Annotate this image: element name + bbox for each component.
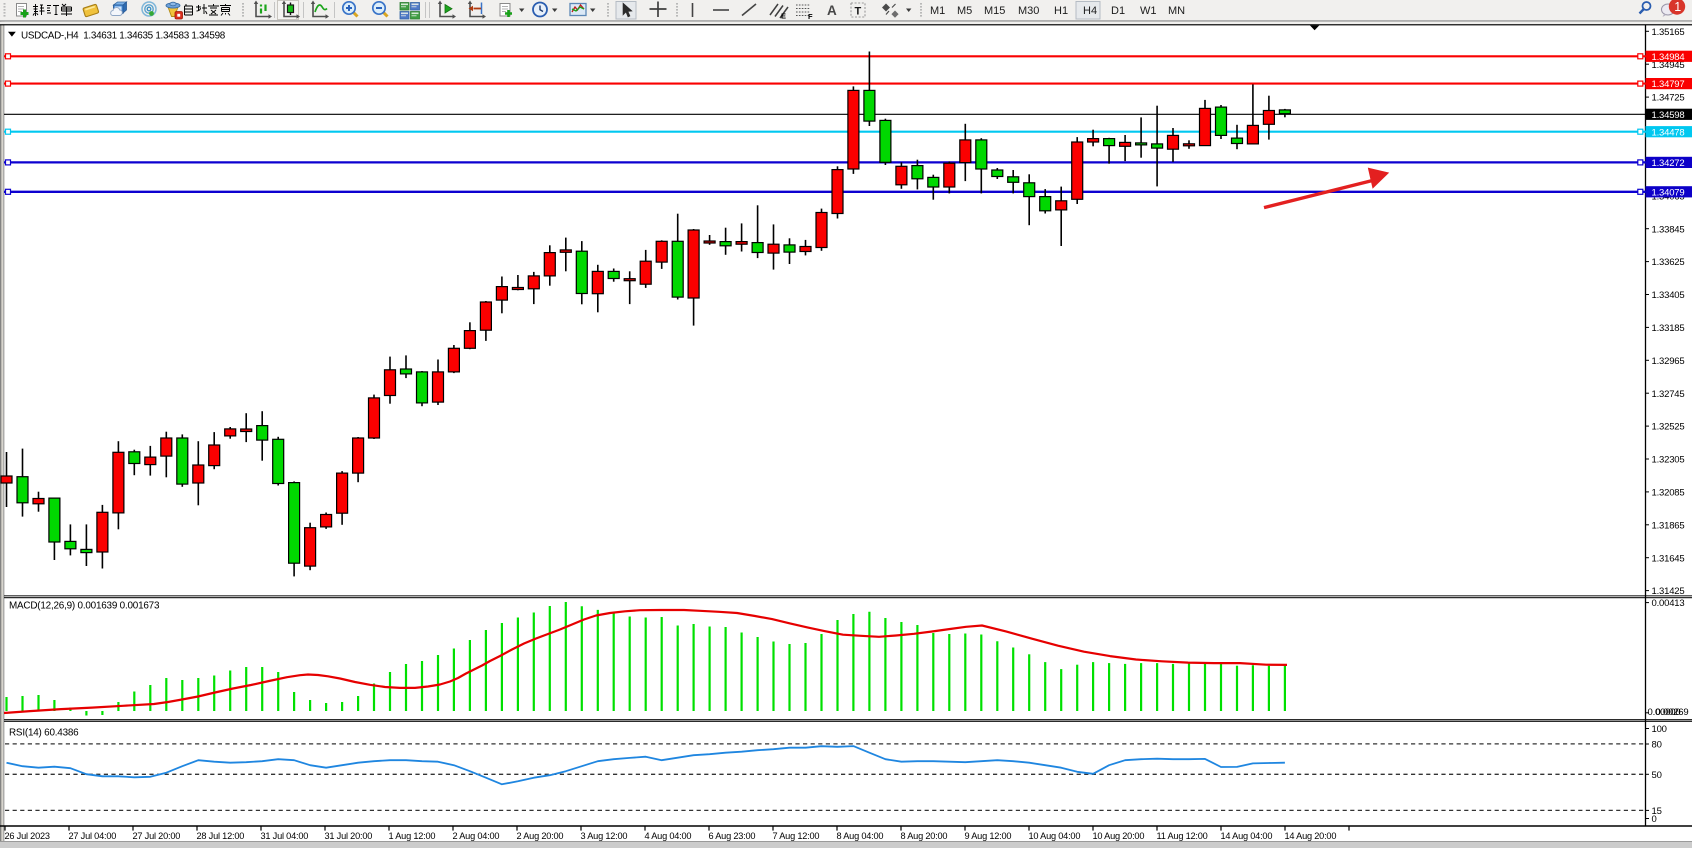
svg-text:E: E xyxy=(781,12,786,21)
svg-text:1.34079: 1.34079 xyxy=(1652,187,1685,198)
svg-text:T: T xyxy=(855,6,862,18)
svg-text:RSI(14) 60.4386: RSI(14) 60.4386 xyxy=(9,728,79,739)
svg-text:11 Aug 12:00: 11 Aug 12:00 xyxy=(1157,831,1208,841)
svg-text:H4: H4 xyxy=(1083,5,1097,17)
svg-text:10 Aug 20:00: 10 Aug 20:00 xyxy=(1093,831,1145,841)
svg-text:8 Aug 04:00: 8 Aug 04:00 xyxy=(837,831,884,841)
svg-text:1.34984: 1.34984 xyxy=(1652,52,1685,63)
svg-text:M30: M30 xyxy=(1018,5,1039,17)
svg-text:1.34725: 1.34725 xyxy=(1652,93,1685,104)
svg-text:MACD(12,26,9) 0.001639 0.00167: MACD(12,26,9) 0.001639 0.001673 xyxy=(9,601,160,612)
svg-text:14 Aug 20:00: 14 Aug 20:00 xyxy=(1285,831,1337,841)
svg-text:0.00000: 0.00000 xyxy=(1648,707,1681,718)
svg-text:1: 1 xyxy=(1674,0,1681,14)
svg-text:4 Aug 04:00: 4 Aug 04:00 xyxy=(645,831,692,841)
svg-text:1.35165: 1.35165 xyxy=(1652,27,1685,38)
svg-text:M5: M5 xyxy=(957,5,972,17)
svg-text:3 Aug 12:00: 3 Aug 12:00 xyxy=(581,831,628,841)
svg-text:1 Aug 12:00: 1 Aug 12:00 xyxy=(389,831,436,841)
svg-text:0.00269: 0.00269 xyxy=(1656,707,1689,718)
svg-text:1.33405: 1.33405 xyxy=(1652,290,1685,301)
svg-text:1.32745: 1.32745 xyxy=(1652,389,1685,400)
svg-text:2 Aug 20:00: 2 Aug 20:00 xyxy=(517,831,564,841)
svg-text:7 Aug 12:00: 7 Aug 12:00 xyxy=(773,831,820,841)
svg-text:1.34797: 1.34797 xyxy=(1652,79,1685,90)
svg-text:1.33185: 1.33185 xyxy=(1652,323,1685,334)
svg-text:1.32305: 1.32305 xyxy=(1652,455,1685,466)
svg-text:F: F xyxy=(808,12,813,21)
svg-text:1.34598: 1.34598 xyxy=(1652,110,1685,121)
svg-text:100: 100 xyxy=(1652,724,1667,735)
svg-text:1.34945: 1.34945 xyxy=(1652,60,1685,71)
svg-text:1.34272: 1.34272 xyxy=(1652,158,1685,169)
svg-text:M1: M1 xyxy=(930,5,945,17)
svg-text:31 Jul 20:00: 31 Jul 20:00 xyxy=(325,831,373,841)
svg-text:USDCAD-,H4 1.34631 1.34635 1.: USDCAD-,H4 1.34631 1.34635 1.34583 1.345… xyxy=(21,31,226,42)
svg-text:M15: M15 xyxy=(984,5,1005,17)
svg-text:D1: D1 xyxy=(1111,5,1125,17)
svg-text:28 Jul 12:00: 28 Jul 12:00 xyxy=(197,831,245,841)
svg-text:80: 80 xyxy=(1652,740,1662,751)
svg-text:31 Jul 04:00: 31 Jul 04:00 xyxy=(261,831,309,841)
svg-text:1.32965: 1.32965 xyxy=(1652,356,1685,367)
svg-text:14 Aug 04:00: 14 Aug 04:00 xyxy=(1221,831,1273,841)
svg-text:1.31425: 1.31425 xyxy=(1652,586,1685,597)
svg-text:1.31645: 1.31645 xyxy=(1652,553,1685,564)
svg-text:50: 50 xyxy=(1652,770,1662,781)
svg-text:9 Aug 12:00: 9 Aug 12:00 xyxy=(965,831,1012,841)
svg-text:15: 15 xyxy=(1652,806,1662,817)
svg-text:8 Aug 20:00: 8 Aug 20:00 xyxy=(901,831,948,841)
svg-text:0.00413: 0.00413 xyxy=(1652,598,1685,609)
svg-text:0: 0 xyxy=(1652,814,1657,825)
svg-text:1.32525: 1.32525 xyxy=(1652,422,1685,433)
svg-text:1.33625: 1.33625 xyxy=(1652,257,1685,268)
svg-text:26 Jul 2023: 26 Jul 2023 xyxy=(5,831,50,841)
svg-text:1.34478: 1.34478 xyxy=(1652,127,1685,138)
svg-text:6 Aug 23:00: 6 Aug 23:00 xyxy=(709,831,756,841)
svg-text:10 Aug 04:00: 10 Aug 04:00 xyxy=(1029,831,1081,841)
svg-text:1.31865: 1.31865 xyxy=(1652,520,1685,531)
svg-text:1.32085: 1.32085 xyxy=(1652,488,1685,499)
svg-text:MN: MN xyxy=(1168,5,1185,17)
svg-text:27 Jul 04:00: 27 Jul 04:00 xyxy=(69,831,117,841)
svg-text:1.33845: 1.33845 xyxy=(1652,224,1685,235)
svg-text:W1: W1 xyxy=(1140,5,1157,17)
svg-text:27 Jul 20:00: 27 Jul 20:00 xyxy=(133,831,181,841)
svg-text:A: A xyxy=(827,3,837,18)
svg-text:2 Aug 04:00: 2 Aug 04:00 xyxy=(453,831,500,841)
svg-text:H1: H1 xyxy=(1054,5,1068,17)
